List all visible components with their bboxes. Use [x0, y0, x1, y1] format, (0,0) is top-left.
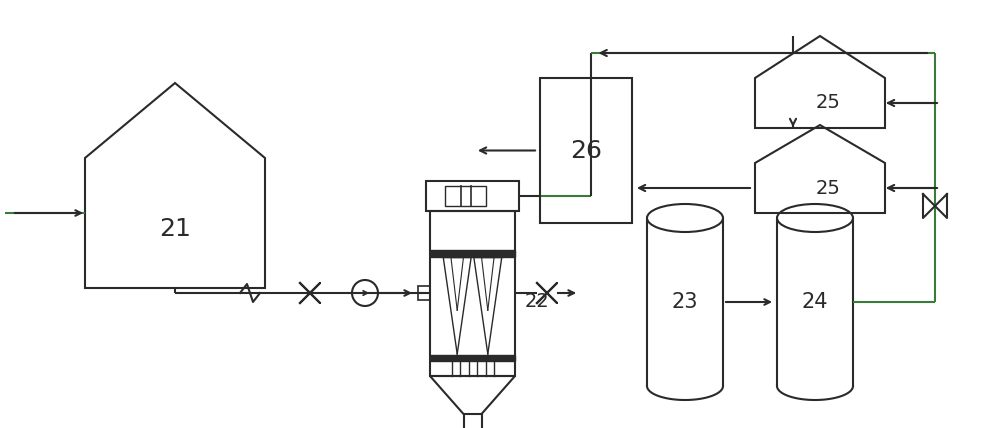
Polygon shape — [935, 194, 947, 218]
Text: 25: 25 — [816, 93, 840, 113]
Text: 25: 25 — [816, 178, 840, 197]
Polygon shape — [537, 293, 557, 303]
Bar — [430, 250, 515, 256]
Text: 22: 22 — [525, 292, 550, 311]
Text: 21: 21 — [159, 217, 191, 241]
Bar — [430, 355, 515, 361]
Text: 26: 26 — [570, 139, 602, 163]
Polygon shape — [418, 286, 430, 300]
Text: 23: 23 — [672, 292, 698, 312]
Polygon shape — [300, 283, 320, 293]
Polygon shape — [537, 283, 557, 293]
Polygon shape — [300, 293, 320, 303]
Text: 24: 24 — [802, 292, 828, 312]
Polygon shape — [923, 194, 935, 218]
